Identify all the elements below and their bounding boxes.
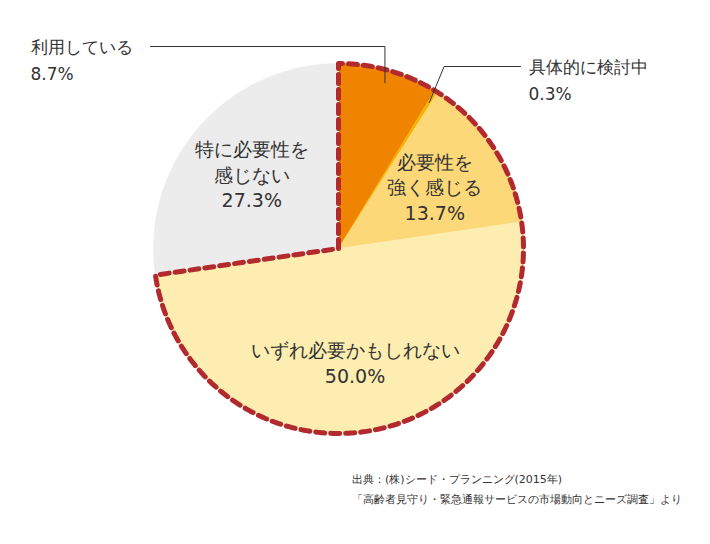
svg-text:特に必要性を感じない27.3%: 特に必要性を感じない27.3% <box>195 138 309 211</box>
svg-text:利用している8.7%: 利用している8.7% <box>31 37 133 83</box>
html-text:出典：(株)シード・プランニング(2015年): 出典：(株)シード・プランニング(2015年) <box>352 473 563 486</box>
svg-text:必要性を強く感じる13.7%: 必要性を強く感じる13.7% <box>387 151 482 224</box>
svg-text:いずれ必要かもしれない50.0%: いずれ必要かもしれない50.0% <box>251 339 460 387</box>
svg-text:具体的に検討中0.3%: 具体的に検討中0.3% <box>529 57 648 103</box>
html-text:「高齢者見守り・緊急通報サービスの市場動向とニーズ調査」より: 「高齢者見守り・緊急通報サービスの市場動向とニーズ調査」より <box>352 493 682 506</box>
